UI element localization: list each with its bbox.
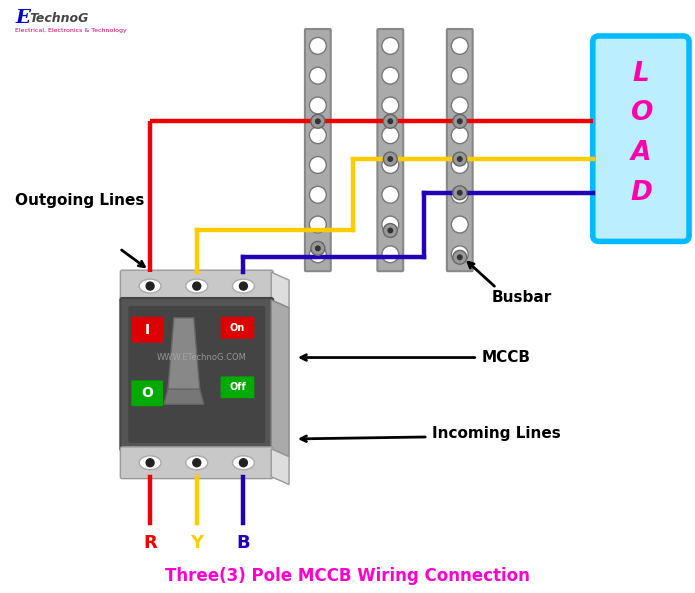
FancyBboxPatch shape	[447, 29, 473, 271]
Circle shape	[384, 114, 398, 128]
Circle shape	[382, 67, 399, 84]
Ellipse shape	[193, 459, 201, 467]
Circle shape	[311, 241, 325, 256]
FancyBboxPatch shape	[120, 447, 273, 479]
Circle shape	[451, 246, 468, 263]
Ellipse shape	[139, 456, 161, 470]
Ellipse shape	[146, 459, 154, 467]
FancyBboxPatch shape	[129, 306, 265, 443]
Circle shape	[384, 152, 398, 166]
Polygon shape	[271, 449, 289, 484]
Circle shape	[387, 119, 393, 125]
Circle shape	[309, 97, 326, 114]
Circle shape	[457, 254, 463, 260]
Circle shape	[451, 186, 468, 203]
Circle shape	[382, 186, 399, 203]
Circle shape	[387, 228, 393, 234]
Circle shape	[451, 67, 468, 84]
Text: Off: Off	[229, 382, 246, 393]
Circle shape	[309, 67, 326, 84]
Polygon shape	[122, 449, 289, 457]
Ellipse shape	[240, 282, 247, 290]
FancyBboxPatch shape	[131, 317, 163, 343]
Text: B: B	[236, 534, 250, 552]
Circle shape	[457, 119, 463, 125]
Circle shape	[382, 157, 399, 173]
Circle shape	[457, 190, 463, 196]
Circle shape	[382, 127, 399, 144]
Text: Electrical, Electronics & Technology: Electrical, Electronics & Technology	[15, 27, 127, 33]
FancyBboxPatch shape	[220, 317, 254, 339]
Circle shape	[451, 97, 468, 114]
Ellipse shape	[146, 282, 154, 290]
Circle shape	[453, 250, 467, 264]
Circle shape	[451, 37, 468, 55]
FancyBboxPatch shape	[131, 380, 163, 406]
Text: I: I	[145, 323, 149, 337]
Text: Incoming Lines: Incoming Lines	[432, 426, 561, 441]
Ellipse shape	[233, 456, 254, 470]
Circle shape	[453, 114, 467, 128]
Ellipse shape	[186, 456, 208, 470]
Ellipse shape	[240, 459, 247, 467]
Text: A: A	[631, 140, 651, 166]
Circle shape	[309, 37, 326, 55]
Ellipse shape	[233, 279, 254, 293]
Text: MCCB: MCCB	[482, 350, 530, 365]
Circle shape	[309, 216, 326, 233]
FancyBboxPatch shape	[220, 377, 254, 398]
FancyBboxPatch shape	[120, 270, 273, 302]
FancyBboxPatch shape	[593, 36, 689, 241]
Circle shape	[382, 246, 399, 263]
Circle shape	[453, 152, 467, 166]
Circle shape	[382, 37, 399, 55]
Circle shape	[309, 246, 326, 263]
Text: Three(3) Pole MCCB Wiring Connection: Three(3) Pole MCCB Wiring Connection	[165, 567, 530, 585]
Circle shape	[453, 186, 467, 200]
Ellipse shape	[139, 279, 161, 293]
Circle shape	[384, 224, 398, 237]
Polygon shape	[168, 318, 199, 389]
Circle shape	[451, 127, 468, 144]
Circle shape	[451, 157, 468, 173]
Circle shape	[387, 156, 393, 162]
Circle shape	[382, 216, 399, 233]
Text: R: R	[143, 534, 157, 552]
FancyBboxPatch shape	[305, 29, 331, 271]
Text: O: O	[630, 100, 652, 126]
Text: O: O	[141, 386, 153, 400]
Text: Y: Y	[190, 534, 204, 552]
Circle shape	[309, 157, 326, 173]
Text: Busbar: Busbar	[491, 291, 552, 305]
Text: TechnoG: TechnoG	[29, 12, 88, 24]
Circle shape	[309, 186, 326, 203]
Polygon shape	[164, 389, 204, 404]
Text: On: On	[230, 323, 245, 333]
Circle shape	[309, 127, 326, 144]
FancyBboxPatch shape	[120, 298, 273, 451]
Circle shape	[457, 156, 463, 162]
Text: L: L	[632, 60, 649, 87]
Polygon shape	[271, 272, 289, 308]
Ellipse shape	[186, 279, 208, 293]
Circle shape	[315, 119, 321, 125]
Circle shape	[451, 216, 468, 233]
Text: E: E	[15, 9, 30, 27]
Text: Outgoing Lines: Outgoing Lines	[15, 193, 145, 208]
Circle shape	[382, 97, 399, 114]
Circle shape	[311, 114, 325, 128]
FancyBboxPatch shape	[377, 29, 403, 271]
Text: D: D	[630, 180, 652, 206]
Text: WWW.ETechnoG.COM: WWW.ETechnoG.COM	[157, 353, 247, 362]
Polygon shape	[271, 300, 289, 457]
Ellipse shape	[193, 282, 201, 290]
Circle shape	[315, 246, 321, 251]
